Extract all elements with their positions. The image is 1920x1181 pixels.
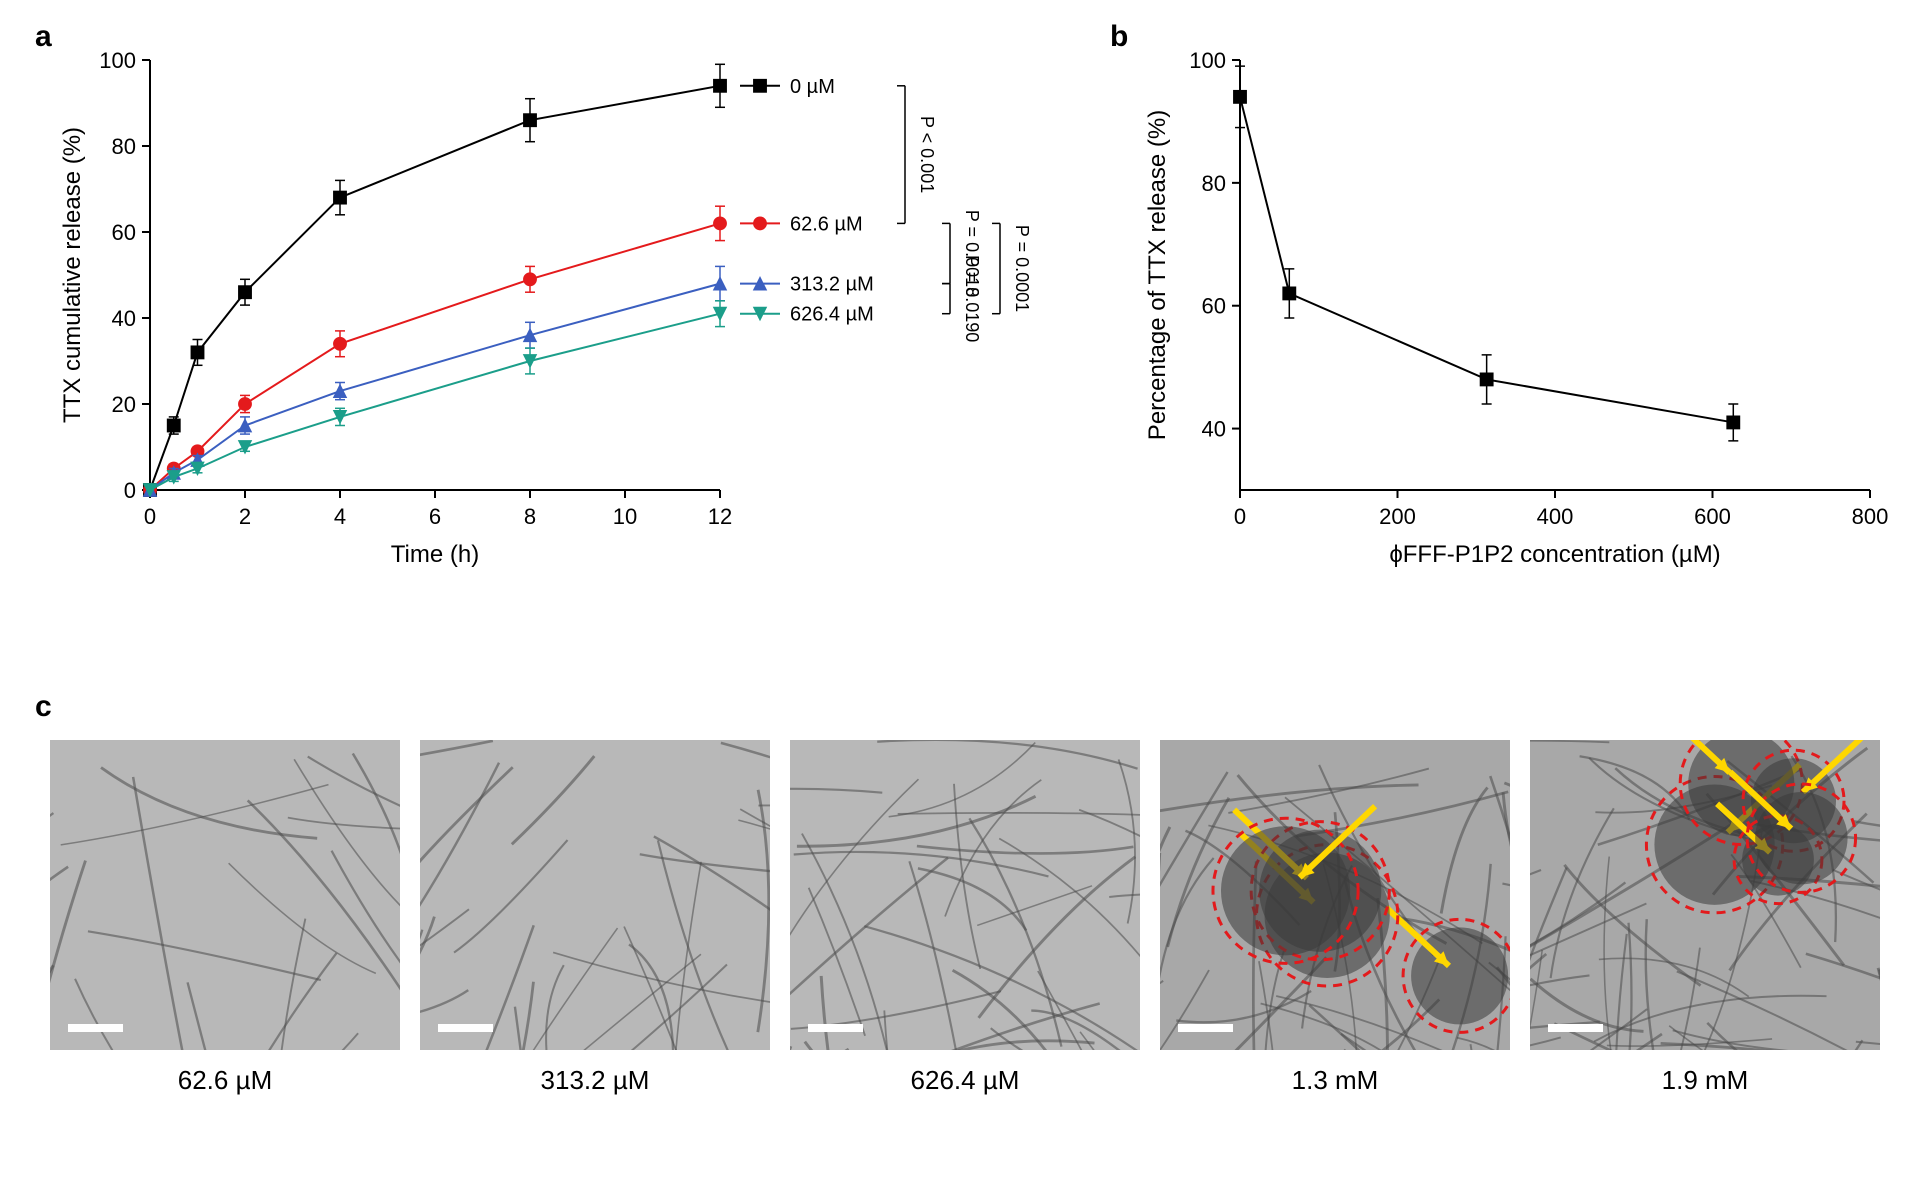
scale-bar [808, 1024, 863, 1032]
svg-text:4: 4 [334, 504, 346, 529]
svg-text:0 µM: 0 µM [790, 76, 835, 98]
svg-text:100: 100 [99, 48, 136, 73]
tem-item: 1.3 mM [1160, 740, 1510, 1096]
scale-bar [68, 1024, 123, 1032]
svg-text:8: 8 [524, 504, 536, 529]
scale-bar [1548, 1024, 1603, 1032]
svg-text:Time (h): Time (h) [391, 541, 479, 568]
tem-image-label: 626.4 µM [911, 1065, 1020, 1096]
svg-text:2: 2 [239, 504, 251, 529]
tem-item: 62.6 µM [50, 740, 400, 1096]
svg-text:60: 60 [1202, 294, 1226, 319]
panel-label-b: b [1110, 20, 1128, 54]
svg-text:0: 0 [1234, 504, 1246, 529]
svg-text:12: 12 [708, 504, 732, 529]
svg-text:6: 6 [429, 504, 441, 529]
tem-image [420, 740, 770, 1050]
scale-bar [1178, 1024, 1233, 1032]
svg-text:313.2 µM: 313.2 µM [790, 274, 874, 296]
svg-text:400: 400 [1537, 504, 1574, 529]
tem-item: 626.4 µM [790, 740, 1140, 1096]
tem-item: 1.9 mM [1530, 740, 1880, 1096]
svg-text:P = 0.0001: P = 0.0001 [1012, 225, 1032, 312]
svg-text:62.6 µM: 62.6 µM [790, 213, 863, 235]
svg-text:600: 600 [1694, 504, 1731, 529]
tem-image [50, 740, 400, 1050]
panel-label-c: c [35, 690, 52, 724]
svg-text:0: 0 [124, 478, 136, 503]
svg-text:10: 10 [613, 504, 637, 529]
svg-text:Percentage of TTX release (%): Percentage of TTX release (%) [1144, 110, 1171, 440]
tem-item: 313.2 µM [420, 740, 770, 1096]
tem-image-label: 1.9 mM [1662, 1065, 1749, 1096]
svg-text:80: 80 [112, 134, 136, 159]
svg-text:80: 80 [1202, 171, 1226, 196]
chart-a: 0 2 4 6 8 10 12 0 20 40 60 80 100 Time (h) TTX cumulat… [50, 30, 1100, 580]
chart-b: 0 200 400 600 800 40 60 80 100 ϕFFF-P1P2 concentr… [1130, 30, 1900, 580]
tem-image-label: 62.6 µM [178, 1065, 272, 1096]
svg-text:100: 100 [1189, 48, 1226, 73]
tem-image [1160, 740, 1510, 1050]
svg-text:40: 40 [112, 306, 136, 331]
svg-text:ϕFFF-P1P2 concentration (µM): ϕFFF-P1P2 concentration (µM) [1389, 541, 1720, 568]
svg-text:0: 0 [144, 504, 156, 529]
svg-text:20: 20 [112, 392, 136, 417]
svg-text:800: 800 [1852, 504, 1889, 529]
svg-text:TTX cumulative release (%): TTX cumulative release (%) [59, 127, 86, 423]
scale-bar [438, 1024, 493, 1032]
svg-text:P < 0.001: P < 0.001 [917, 116, 937, 193]
tem-image [790, 740, 1140, 1050]
svg-text:626.4 µM: 626.4 µM [790, 304, 874, 326]
svg-text:40: 40 [1202, 417, 1226, 442]
tem-image-label: 1.3 mM [1292, 1065, 1379, 1096]
panel-c: 62.6 µM 313.2 µM 626.4 µM 1.3 mM 1.9 mM [20, 740, 1900, 1096]
svg-text:200: 200 [1379, 504, 1416, 529]
tem-image-label: 313.2 µM [541, 1065, 650, 1096]
tem-image [1530, 740, 1880, 1050]
svg-text:60: 60 [112, 220, 136, 245]
svg-text:P = 0.0190: P = 0.0190 [962, 255, 982, 342]
